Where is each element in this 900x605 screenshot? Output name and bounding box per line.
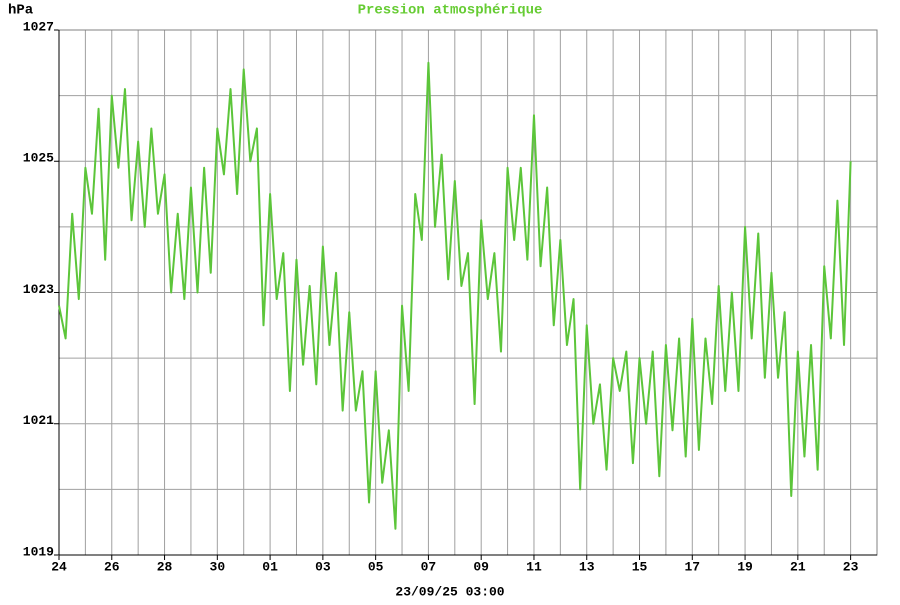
data-line xyxy=(58,61,852,530)
y-tick-label: 1023 xyxy=(23,282,54,297)
x-tick-label: 23 xyxy=(843,559,859,574)
x-tick-label: 13 xyxy=(579,559,595,574)
x-tick-label: 05 xyxy=(368,559,384,574)
y-axis-label: hPa xyxy=(8,3,34,19)
x-tick-label: 24 xyxy=(51,559,67,574)
y-tick-label: 1027 xyxy=(23,19,54,34)
x-tick-label: 26 xyxy=(104,559,120,574)
x-tick-label: 09 xyxy=(473,559,489,574)
chart-title: Pression atmosphérique xyxy=(358,3,543,19)
x-tick-label: 28 xyxy=(157,559,173,574)
x-tick-label: 07 xyxy=(421,559,437,574)
y-tick-label: 1021 xyxy=(23,413,54,428)
x-tick-label: 17 xyxy=(684,559,700,574)
x-tick-label: 30 xyxy=(210,559,226,574)
y-tick-label: 1019 xyxy=(23,544,54,559)
x-tick-label: 01 xyxy=(262,559,278,574)
x-tick-label: 11 xyxy=(526,559,542,574)
x-tick-label: 21 xyxy=(790,559,806,574)
x-tick-label: 03 xyxy=(315,559,331,574)
x-tick-label: 19 xyxy=(737,559,753,574)
x-axis-label: 23/09/25 03:00 xyxy=(395,584,504,599)
y-tick-label: 1025 xyxy=(23,151,54,166)
x-tick-label: 15 xyxy=(632,559,648,574)
